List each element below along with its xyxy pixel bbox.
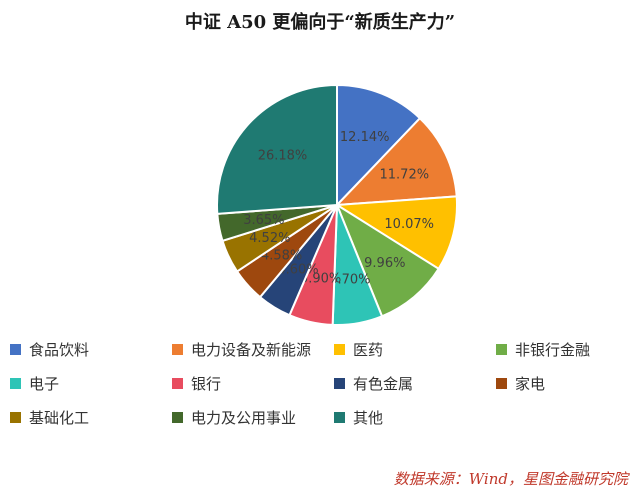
legend: 食品饮料 电力设备及新能源 医药 非银行金融电子 银行 有色金属 家电基础化工 电力及公用事业… <box>10 338 640 428</box>
legend-label: 银行 <box>191 374 222 393</box>
legend-item: 其他 <box>334 406 496 428</box>
legend-swatch <box>172 377 183 389</box>
legend-label: 电子 <box>29 374 60 393</box>
legend-label: 其他 <box>353 408 384 427</box>
legend-label: 电力设备及新能源 <box>191 340 312 359</box>
legend-label: 非银行金融 <box>515 340 591 359</box>
legend-swatch <box>334 411 345 423</box>
pie-slice <box>333 195 458 271</box>
legend-label: 食品饮料 <box>29 340 90 359</box>
legend-item: 电力及公用事业 <box>172 406 334 428</box>
legend-item: 医药 <box>334 338 496 360</box>
slice-value-label: 9.96% <box>364 256 405 271</box>
slice-value-label: 4.60% <box>277 262 318 277</box>
legend-swatch <box>10 377 21 389</box>
legend-swatch <box>172 343 183 355</box>
legend-item: 非银行金融 <box>496 338 636 360</box>
pie-chart: 12.14%11.72%10.07%9.96%6.70%5.90%4.60%4.… <box>216 83 458 326</box>
slice-value-label: 4.52% <box>249 231 290 246</box>
pie-slice <box>334 116 458 207</box>
legend-label: 医药 <box>353 340 384 359</box>
slice-value-label: 11.72% <box>380 167 430 182</box>
pie-slice <box>334 202 441 318</box>
pie-slice <box>336 83 422 208</box>
legend-item: 基础化工 <box>10 406 172 428</box>
slice-value-label: 6.70% <box>329 272 370 287</box>
pie-slice <box>216 83 338 215</box>
legend-label: 家电 <box>515 374 546 393</box>
legend-item: 有色金属 <box>334 372 496 394</box>
legend-item: 银行 <box>172 372 334 394</box>
slice-value-label: 4.58% <box>261 249 302 264</box>
source-note: 数据来源：Wind，星图金融研究院 <box>393 470 628 488</box>
slice-value-label: 5.90% <box>300 272 341 287</box>
slice-value-label: 26.18% <box>258 148 308 163</box>
legend-swatch <box>10 343 21 355</box>
slice-value-label: 10.07% <box>384 217 434 232</box>
legend-item: 电子 <box>10 372 172 394</box>
legend-swatch <box>334 343 345 355</box>
legend-swatch <box>10 411 21 423</box>
legend-label: 电力及公用事业 <box>191 408 297 427</box>
legend-swatch <box>496 343 507 355</box>
legend-swatch <box>172 411 183 423</box>
chart-title: 中证 A50 更偏向于“新质生产力” <box>184 12 456 33</box>
legend-item: 家电 <box>496 372 636 394</box>
legend-swatch <box>334 377 345 389</box>
legend-label: 基础化工 <box>29 408 90 427</box>
slice-value-label: 3.65% <box>243 213 284 228</box>
legend-item: 食品饮料 <box>10 338 172 360</box>
legend-label: 有色金属 <box>353 374 414 393</box>
legend-item: 电力设备及新能源 <box>172 338 334 360</box>
legend-swatch <box>496 377 507 389</box>
slice-value-label: 12.14% <box>340 130 390 145</box>
